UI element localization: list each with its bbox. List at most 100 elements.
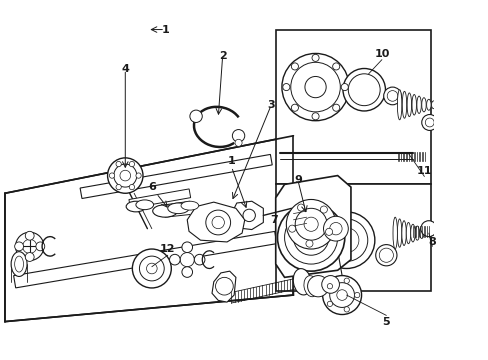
Circle shape bbox=[375, 244, 396, 266]
Circle shape bbox=[182, 267, 192, 277]
Circle shape bbox=[282, 84, 289, 91]
Text: 2: 2 bbox=[218, 51, 226, 61]
Polygon shape bbox=[129, 189, 190, 208]
Ellipse shape bbox=[152, 205, 177, 217]
Ellipse shape bbox=[430, 101, 435, 109]
Circle shape bbox=[421, 114, 437, 130]
Ellipse shape bbox=[331, 243, 342, 250]
Circle shape bbox=[116, 184, 121, 190]
Text: 11: 11 bbox=[416, 166, 431, 176]
Ellipse shape bbox=[421, 98, 426, 112]
Circle shape bbox=[305, 240, 312, 247]
Circle shape bbox=[302, 229, 319, 246]
Text: 4: 4 bbox=[121, 64, 129, 75]
Ellipse shape bbox=[416, 96, 421, 113]
Circle shape bbox=[129, 184, 134, 190]
Circle shape bbox=[322, 275, 361, 315]
Text: 6: 6 bbox=[147, 182, 156, 192]
Text: 1: 1 bbox=[227, 156, 235, 166]
Text: 8: 8 bbox=[427, 237, 435, 247]
Text: 10: 10 bbox=[373, 49, 389, 59]
Polygon shape bbox=[234, 201, 263, 230]
Circle shape bbox=[36, 242, 45, 251]
Polygon shape bbox=[212, 271, 235, 302]
Circle shape bbox=[243, 209, 255, 222]
Ellipse shape bbox=[406, 222, 410, 244]
Ellipse shape bbox=[419, 228, 423, 238]
Ellipse shape bbox=[136, 200, 153, 210]
Circle shape bbox=[325, 228, 332, 235]
Bar bbox=[275, 184, 430, 291]
Circle shape bbox=[180, 253, 194, 267]
Circle shape bbox=[109, 173, 114, 178]
Circle shape bbox=[307, 275, 328, 297]
Text: 1: 1 bbox=[161, 24, 169, 35]
Circle shape bbox=[212, 216, 224, 229]
Circle shape bbox=[333, 228, 358, 253]
Circle shape bbox=[189, 110, 202, 122]
Circle shape bbox=[326, 284, 332, 289]
Ellipse shape bbox=[402, 91, 406, 118]
Circle shape bbox=[332, 104, 339, 111]
Circle shape bbox=[379, 248, 393, 262]
Circle shape bbox=[321, 275, 339, 293]
Ellipse shape bbox=[293, 269, 311, 295]
Polygon shape bbox=[187, 202, 244, 242]
Ellipse shape bbox=[15, 256, 23, 272]
Ellipse shape bbox=[392, 217, 397, 249]
Ellipse shape bbox=[304, 276, 318, 297]
Circle shape bbox=[146, 263, 157, 274]
Circle shape bbox=[305, 76, 325, 98]
Polygon shape bbox=[275, 176, 350, 277]
Circle shape bbox=[341, 84, 347, 91]
Ellipse shape bbox=[426, 99, 430, 110]
Circle shape bbox=[344, 307, 349, 312]
Circle shape bbox=[332, 63, 339, 70]
Polygon shape bbox=[80, 154, 272, 198]
Circle shape bbox=[347, 74, 379, 106]
Circle shape bbox=[291, 104, 298, 111]
Circle shape bbox=[114, 164, 137, 187]
Circle shape bbox=[15, 242, 23, 251]
Ellipse shape bbox=[397, 219, 401, 247]
Circle shape bbox=[194, 254, 204, 265]
Circle shape bbox=[286, 199, 335, 249]
Circle shape bbox=[169, 254, 180, 265]
Ellipse shape bbox=[397, 90, 401, 120]
Text: 7: 7 bbox=[269, 215, 277, 225]
Ellipse shape bbox=[414, 226, 419, 240]
Circle shape bbox=[383, 87, 401, 105]
Circle shape bbox=[235, 139, 242, 147]
Circle shape bbox=[139, 256, 164, 281]
Circle shape bbox=[107, 158, 142, 193]
Circle shape bbox=[22, 239, 37, 253]
Ellipse shape bbox=[126, 201, 145, 212]
Ellipse shape bbox=[407, 93, 411, 117]
Circle shape bbox=[329, 283, 354, 307]
Polygon shape bbox=[5, 136, 293, 321]
Circle shape bbox=[304, 217, 318, 231]
Circle shape bbox=[215, 277, 233, 295]
Circle shape bbox=[16, 232, 44, 261]
Circle shape bbox=[336, 290, 346, 300]
Text: 12: 12 bbox=[160, 244, 175, 254]
Circle shape bbox=[284, 211, 337, 264]
Text: 5: 5 bbox=[382, 316, 389, 327]
Circle shape bbox=[116, 161, 121, 167]
Circle shape bbox=[320, 206, 327, 213]
Circle shape bbox=[290, 62, 340, 112]
Circle shape bbox=[291, 63, 298, 70]
Circle shape bbox=[326, 301, 332, 307]
Ellipse shape bbox=[410, 224, 414, 242]
Circle shape bbox=[277, 204, 344, 271]
Circle shape bbox=[354, 292, 359, 298]
Circle shape bbox=[25, 253, 34, 261]
Ellipse shape bbox=[167, 203, 189, 213]
Circle shape bbox=[25, 231, 34, 240]
Circle shape bbox=[293, 220, 328, 255]
Circle shape bbox=[420, 221, 436, 237]
Circle shape bbox=[282, 53, 348, 121]
Polygon shape bbox=[14, 231, 276, 288]
Circle shape bbox=[325, 219, 367, 261]
Ellipse shape bbox=[181, 201, 198, 210]
